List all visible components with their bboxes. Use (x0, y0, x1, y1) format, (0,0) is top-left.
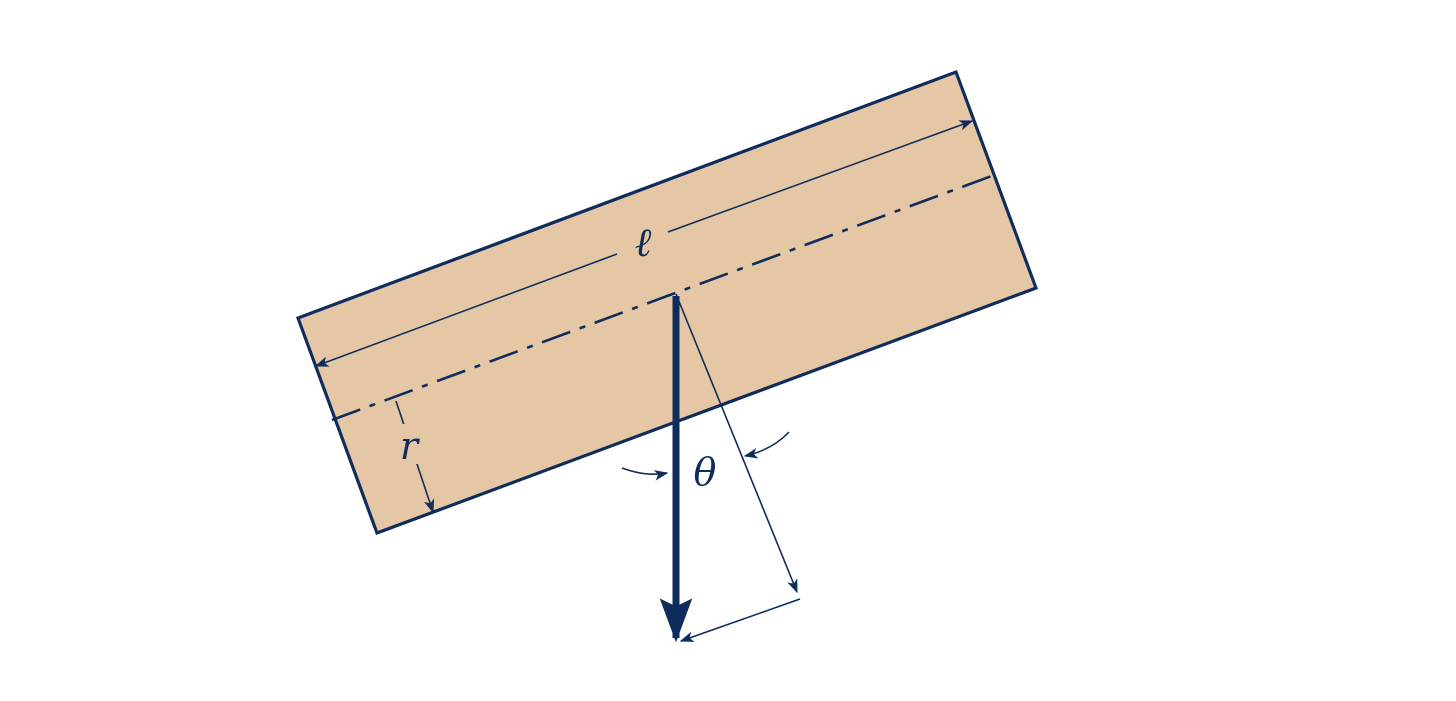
offset-dimension-line (679, 598, 801, 642)
length-dimension-right (667, 120, 974, 233)
radius-label: r (400, 424, 421, 468)
cylinder-body (295, 69, 1039, 536)
perpendicular-line (675, 293, 798, 594)
radius-label-gap (400, 424, 422, 464)
length-dimension-left (314, 253, 618, 367)
centerline (331, 172, 998, 422)
angle-arrow-right (743, 431, 790, 459)
angle-arrow-left (621, 467, 669, 481)
angle-label: θ (694, 450, 717, 494)
length-label: ℓ (635, 220, 652, 266)
